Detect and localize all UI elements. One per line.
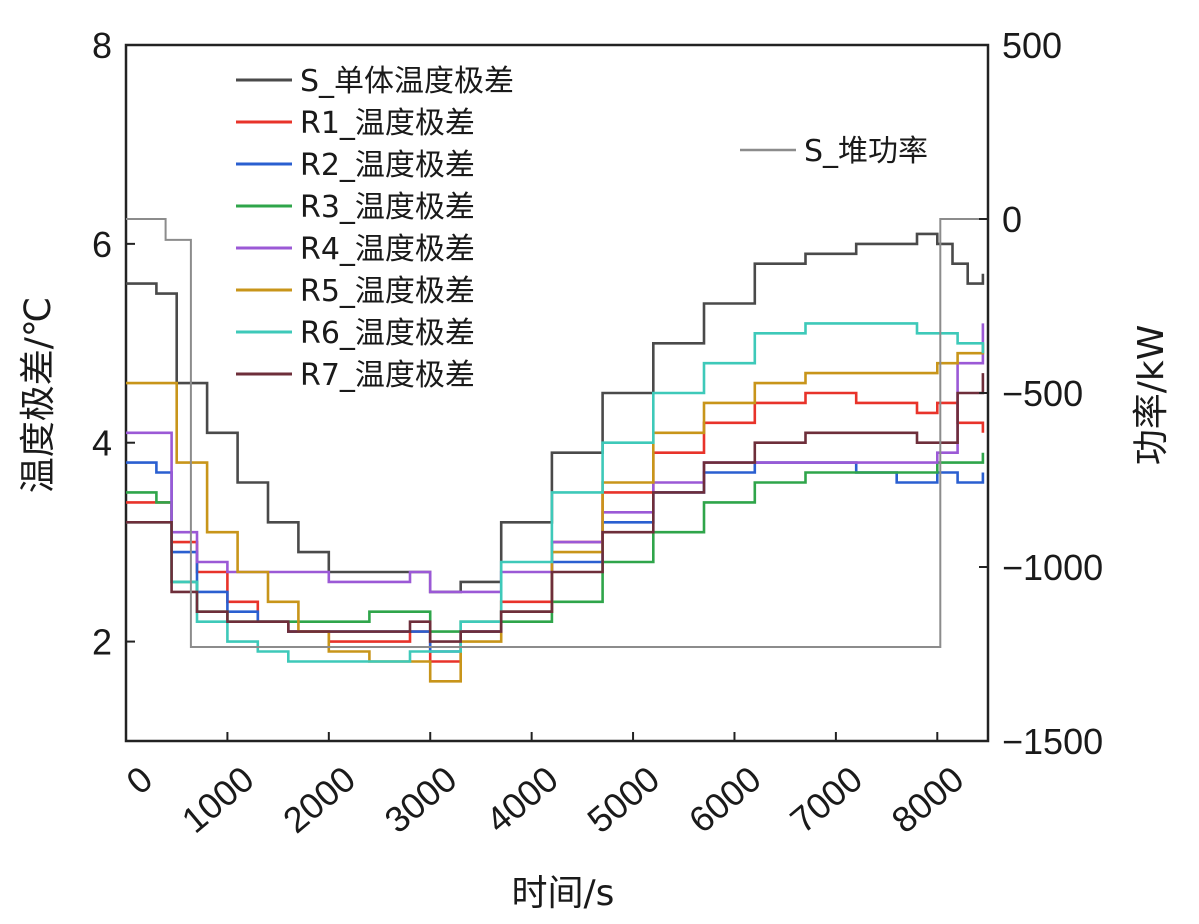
legend-label: R5_温度极差 (300, 274, 475, 309)
x-tick-label: 2000 (275, 758, 363, 841)
legend-label: S_单体温度极差 (300, 64, 514, 99)
y2-tick-label: −1000 (1002, 547, 1103, 588)
legend: S_单体温度极差 R1_温度极差 R2_温度极差 R3_温度极差 R4_温度极差 R5_温… (236, 64, 928, 393)
legend-label: R2_温度极差 (300, 148, 475, 183)
x-tick-label: 3000 (377, 758, 465, 841)
x-tick-label: 1000 (174, 758, 262, 841)
legend-label: R7_温度极差 (300, 358, 475, 393)
legend-label: R1_温度极差 (300, 106, 475, 141)
y-axis-title: 温度极差/℃ (18, 297, 59, 494)
series-line-3 (126, 461, 985, 653)
y2-tick-label: 500 (1002, 25, 1062, 66)
y-tick-label: 6 (92, 224, 112, 265)
series-line-1 (126, 232, 985, 594)
series-line-7 (126, 322, 985, 663)
y-tick-label: 2 (92, 622, 112, 663)
x-tick-label: 8000 (884, 758, 972, 841)
series-line-8 (126, 373, 985, 643)
series-line-6 (126, 343, 985, 683)
legend-label: R3_温度极差 (300, 190, 475, 225)
y2-axis-title: 功率/kW (1131, 325, 1172, 466)
x-tick-label: 6000 (681, 758, 769, 841)
legend-label: S_堆功率 (804, 134, 928, 169)
y2-tick-label: −500 (1002, 373, 1083, 414)
x-tick-label: 5000 (579, 758, 667, 841)
legend-label: R6_温度极差 (300, 316, 475, 351)
x-axis-title: 时间/s (512, 873, 615, 914)
y2-tick-label: −1500 (1002, 721, 1103, 762)
y-tick-label: 4 (92, 423, 112, 464)
legend-label: R4_温度极差 (300, 232, 475, 267)
series-lines (126, 218, 988, 683)
y2-tick-label: 0 (1002, 199, 1022, 240)
y-tick-label: 8 (92, 25, 112, 66)
x-tick-label: 7000 (782, 758, 870, 841)
x-tick-label: 0 (118, 758, 160, 802)
series-line-9 (126, 218, 988, 648)
x-tick-label: 4000 (478, 758, 566, 841)
